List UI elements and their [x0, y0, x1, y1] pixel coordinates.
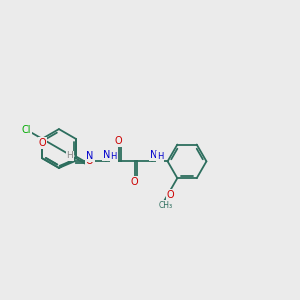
Text: O: O [167, 190, 174, 200]
Text: Cl: Cl [22, 125, 31, 135]
Text: H: H [157, 152, 164, 161]
Text: O: O [115, 136, 122, 146]
Text: O: O [39, 138, 46, 148]
Text: H: H [110, 152, 117, 161]
Text: O: O [86, 156, 94, 166]
Text: N: N [103, 150, 110, 161]
Text: H: H [67, 152, 73, 160]
Text: CH₃: CH₃ [159, 201, 173, 210]
Text: N: N [150, 150, 157, 161]
Text: N: N [86, 151, 94, 161]
Text: O: O [130, 177, 138, 187]
